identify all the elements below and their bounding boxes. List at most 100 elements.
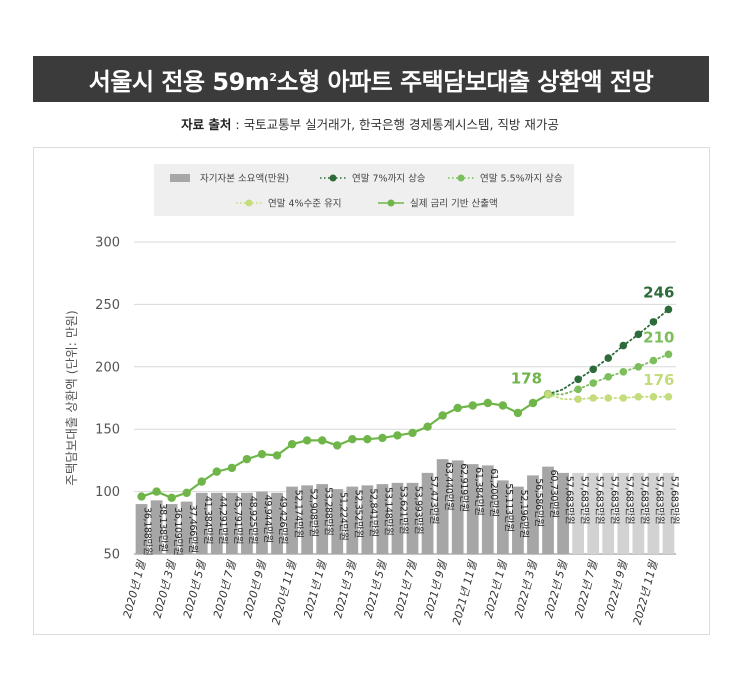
bar-label-14: 52,352만원 [353,490,364,538]
bar-label-26: 56,586만원 [533,478,544,526]
legend-label-r4: 연말 4%수준 유지 [268,198,342,210]
series-line-r4 [547,393,670,401]
bar-label-9: 49,426만원 [277,496,288,544]
point-actual-0 [137,492,146,501]
series-line-r7 [547,308,670,396]
point-actual-12 [317,436,327,445]
point-actual-23 [483,398,493,408]
legend-marker-r4 [245,199,253,207]
x-tick-label-15: 2022년 7월 [572,559,600,620]
annotations: 178 246 210 176 [511,283,675,388]
bar-label-28: 57,683만원 [563,476,574,524]
annotation-r7-246: 246 [643,283,674,301]
point-actual-21 [453,403,462,413]
x-tick-label-4: 2020년 9월 [241,559,269,620]
bar-11 [301,485,314,554]
bar-6 [225,492,238,554]
x-tick-label-9: 2021년 7월 [392,559,420,620]
bar-29 [572,472,585,554]
bar-label-25: 52,196만원 [518,490,529,538]
bar-labels: 36,188만원 38,138만원 36,109만원 37,466만원 41,384만원… [142,462,680,555]
point-actual-19 [423,422,432,431]
x-tick-label-0: 2020년 1월 [121,559,149,620]
x-tick-label-1: 2020년 3월 [151,559,179,620]
bar-9 [271,492,283,554]
point-r4-35 [664,392,673,401]
bar-label-13: 51,224만원 [337,492,348,540]
point-actual-8 [257,449,267,459]
point-actual-3 [182,488,191,498]
bar-12 [316,484,329,554]
legend-marker-r7 [329,174,337,182]
bar-label-0: 36,188만원 [142,507,153,555]
y-tick-label-50: 50 [103,548,120,563]
bar-5 [210,492,223,554]
x-tick-label-17: 2022년 11월 [631,559,661,627]
bar-label-5: 44,291만원 [217,496,228,544]
bar-28 [557,472,569,554]
bar-33 [632,472,645,554]
bar-10 [286,486,298,554]
bar-18 [406,482,419,554]
bar-19 [421,472,434,554]
series-line-actual [140,393,550,499]
legend-marker-r55 [457,174,465,182]
point-r55-32 [619,367,628,376]
point-r4-29 [574,395,582,404]
point-actual-18 [408,428,417,438]
point-r4-34 [649,392,658,401]
bar-label-6: 45,791만원 [232,496,243,544]
bar-27 [542,466,554,554]
point-r55-33 [634,363,643,371]
bar-20 [436,459,449,554]
bar-3 [180,501,193,554]
point-r55-30 [589,379,597,387]
point-actual-16 [378,433,387,443]
x-tick-label-7: 2021년 3월 [331,559,359,620]
point-r7-34 [649,318,658,326]
chart-title-rest: 소형 아파트 주택담보대출 상환액 전망 [276,67,654,96]
legend-label-own: 자기자본 소요액(만원) [200,173,289,185]
bar-label-15: 52,841만원 [368,488,379,536]
x-tick-label-12: 2022년 1월 [482,559,510,620]
legend-label-actual: 실제 금리 기반 산출액 [410,198,498,210]
point-r7-30 [589,365,597,374]
x-tick-label-5: 2020년 11월 [269,559,299,627]
point-r7-35 [664,305,673,314]
bar-13 [331,489,344,554]
chart-title: 서울시 전용 59m 2 소형 아파트 주택담보대출 상환액 전망 [33,56,709,102]
point-actual-4 [197,477,206,486]
bar-30 [587,472,600,554]
point-r7-31 [604,354,613,362]
y-tick-label-250: 250 [95,298,120,313]
x-tick-label-13: 2022년 3월 [512,559,540,620]
point-actual-2 [167,493,176,503]
bar-15 [361,485,374,554]
bar-label-23: 61,200만원 [488,468,499,516]
bar-31 [602,472,615,554]
point-r55-34 [649,356,658,365]
bar-4 [195,492,208,554]
bar-label-24: 55,113만원 [503,483,514,531]
point-actual-17 [393,431,402,440]
source-label: 자료 출처 [181,117,232,132]
point-r55-31 [604,372,613,381]
legend-label-r7: 연말 7%까지 상승 [352,173,426,185]
x-tick-label-3: 2020년 7월 [211,559,239,620]
x-tick-label-6: 2021년 1월 [301,559,329,620]
bar-label-35: 57,683만원 [669,476,680,524]
chart-title-main: 서울시 전용 59m [88,67,270,96]
legend-swatch-own [170,174,190,182]
legend-label-r55: 연말 5.5%까지 상승 [480,173,563,185]
bar-label-18: 53,993만원 [413,486,424,534]
point-actual-6 [227,463,237,473]
bar-label-21: 62,919만원 [458,463,469,511]
bar-21 [451,460,464,554]
bar-label-16: 53,148만원 [383,487,394,535]
point-r7-33 [634,330,643,339]
bar-23 [481,465,494,554]
point-actual-24 [498,401,508,410]
